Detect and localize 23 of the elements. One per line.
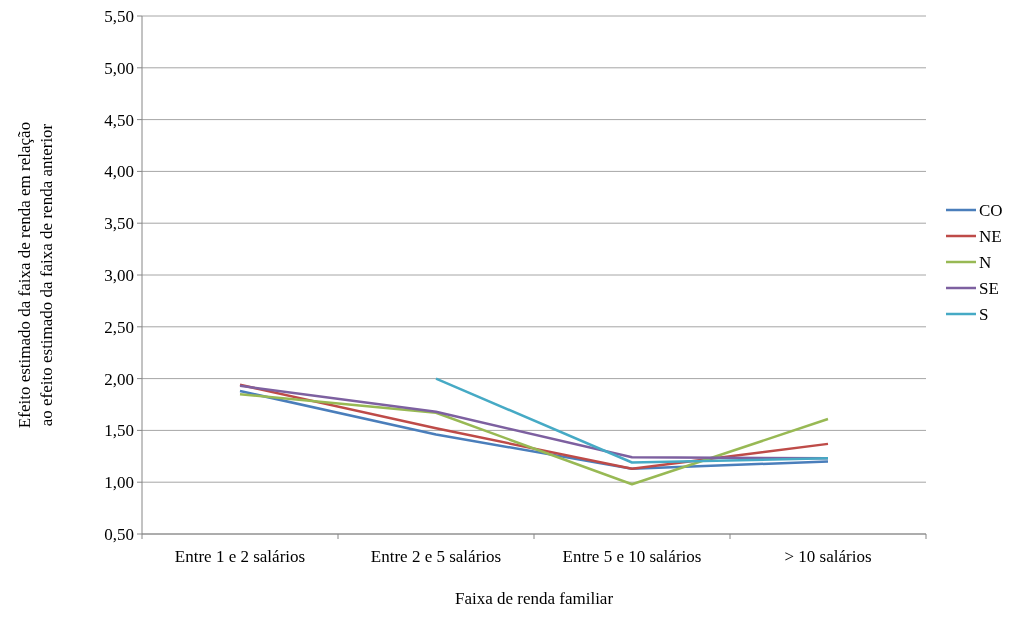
- x-tick-label: Entre 1 e 2 salários: [174, 547, 306, 566]
- y-tick-label: 3,00: [104, 265, 134, 285]
- y-axis-title: Efeito estimado da faixa de renda em relação ao efeito estimado da faixa de renda anterior: [15, 121, 56, 429]
- legend-label: N: [979, 252, 992, 272]
- line-series: [238, 392, 830, 486]
- x-tick-label: Entre 5 e 10 salários: [562, 547, 702, 566]
- legend-label: S: [979, 304, 989, 324]
- y-tick-label: 2,00: [104, 369, 134, 389]
- x-axis-title: Faixa de renda familiar: [454, 589, 614, 608]
- legend-label: NE: [979, 226, 1002, 246]
- legend-label: SE: [979, 278, 999, 298]
- y-tick-label: 4,00: [104, 162, 134, 182]
- y-tick-label: 1,00: [104, 473, 134, 493]
- y-tick-label: 4,50: [104, 110, 134, 130]
- y-tick-label: 1,50: [104, 421, 134, 441]
- x-tick-label: Entre 2 e 5 salários: [370, 547, 502, 566]
- y-tick-label: 5,50: [104, 6, 134, 26]
- y-tick-label: 2,50: [104, 317, 134, 337]
- y-tick-label: 5,00: [104, 58, 134, 78]
- y-tick-label: 0,50: [104, 524, 134, 544]
- legend-label: CO: [979, 200, 1003, 220]
- x-tick-label: > 10 salários: [784, 547, 872, 566]
- y-tick-label: 3,50: [104, 214, 134, 234]
